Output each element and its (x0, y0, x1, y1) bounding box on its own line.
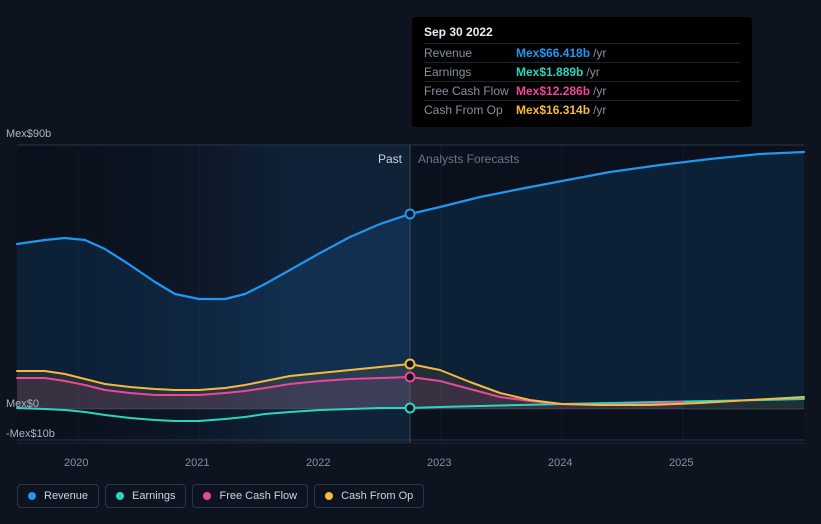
tooltip-row-suffix: /yr (586, 65, 599, 79)
tooltip-row: Free Cash FlowMex$12.286b /yr (424, 81, 740, 100)
legend-item-revenue[interactable]: Revenue (17, 484, 99, 508)
tooltip-row-label: Revenue (424, 46, 516, 60)
tooltip-row: RevenueMex$66.418b /yr (424, 43, 740, 62)
x-axis-label: 2022 (306, 457, 330, 469)
y-axis-label: Mex$0 (6, 398, 39, 410)
tooltip-row: Cash From OpMex$16.314b /yr (424, 100, 740, 119)
tooltip-row-value: Mex$66.418b (516, 46, 590, 60)
x-axis-label: 2020 (64, 457, 88, 469)
tooltip-row-label: Cash From Op (424, 103, 516, 117)
legend-label: Free Cash Flow (219, 490, 297, 502)
legend-item-free-cash-flow[interactable]: Free Cash Flow (192, 484, 308, 508)
past-label: Past (378, 152, 402, 166)
chart-tooltip: Sep 30 2022 RevenueMex$66.418b /yrEarnin… (412, 17, 752, 127)
legend-label: Earnings (132, 490, 175, 502)
y-axis-label: -Mex$10b (6, 428, 55, 440)
legend-item-earnings[interactable]: Earnings (105, 484, 186, 508)
x-axis-label: 2021 (185, 457, 209, 469)
legend-label: Revenue (44, 490, 88, 502)
x-axis-label: 2024 (548, 457, 572, 469)
legend-dot-icon (116, 492, 124, 500)
legend-dot-icon (325, 492, 333, 500)
tooltip-row: EarningsMex$1.889b /yr (424, 62, 740, 81)
tooltip-row-label: Free Cash Flow (424, 84, 516, 98)
tooltip-row-value: Mex$16.314b (516, 103, 590, 117)
legend-dot-icon (28, 492, 36, 500)
x-axis-label: 2025 (669, 457, 693, 469)
tooltip-date: Sep 30 2022 (424, 25, 740, 39)
x-axis-label: 2023 (427, 457, 451, 469)
legend-item-cash-from-op[interactable]: Cash From Op (314, 484, 424, 508)
legend-dot-icon (203, 492, 211, 500)
tooltip-row-suffix: /yr (593, 84, 606, 98)
tooltip-row-suffix: /yr (593, 103, 606, 117)
tooltip-row-label: Earnings (424, 65, 516, 79)
y-axis-label: Mex$90b (6, 128, 51, 140)
legend-label: Cash From Op (341, 490, 413, 502)
forecast-label: Analysts Forecasts (418, 152, 519, 166)
tooltip-row-value: Mex$12.286b (516, 84, 590, 98)
chart-legend: Revenue Earnings Free Cash Flow Cash From O… (17, 484, 424, 508)
tooltip-row-suffix: /yr (593, 46, 606, 60)
tooltip-row-value: Mex$1.889b (516, 65, 583, 79)
